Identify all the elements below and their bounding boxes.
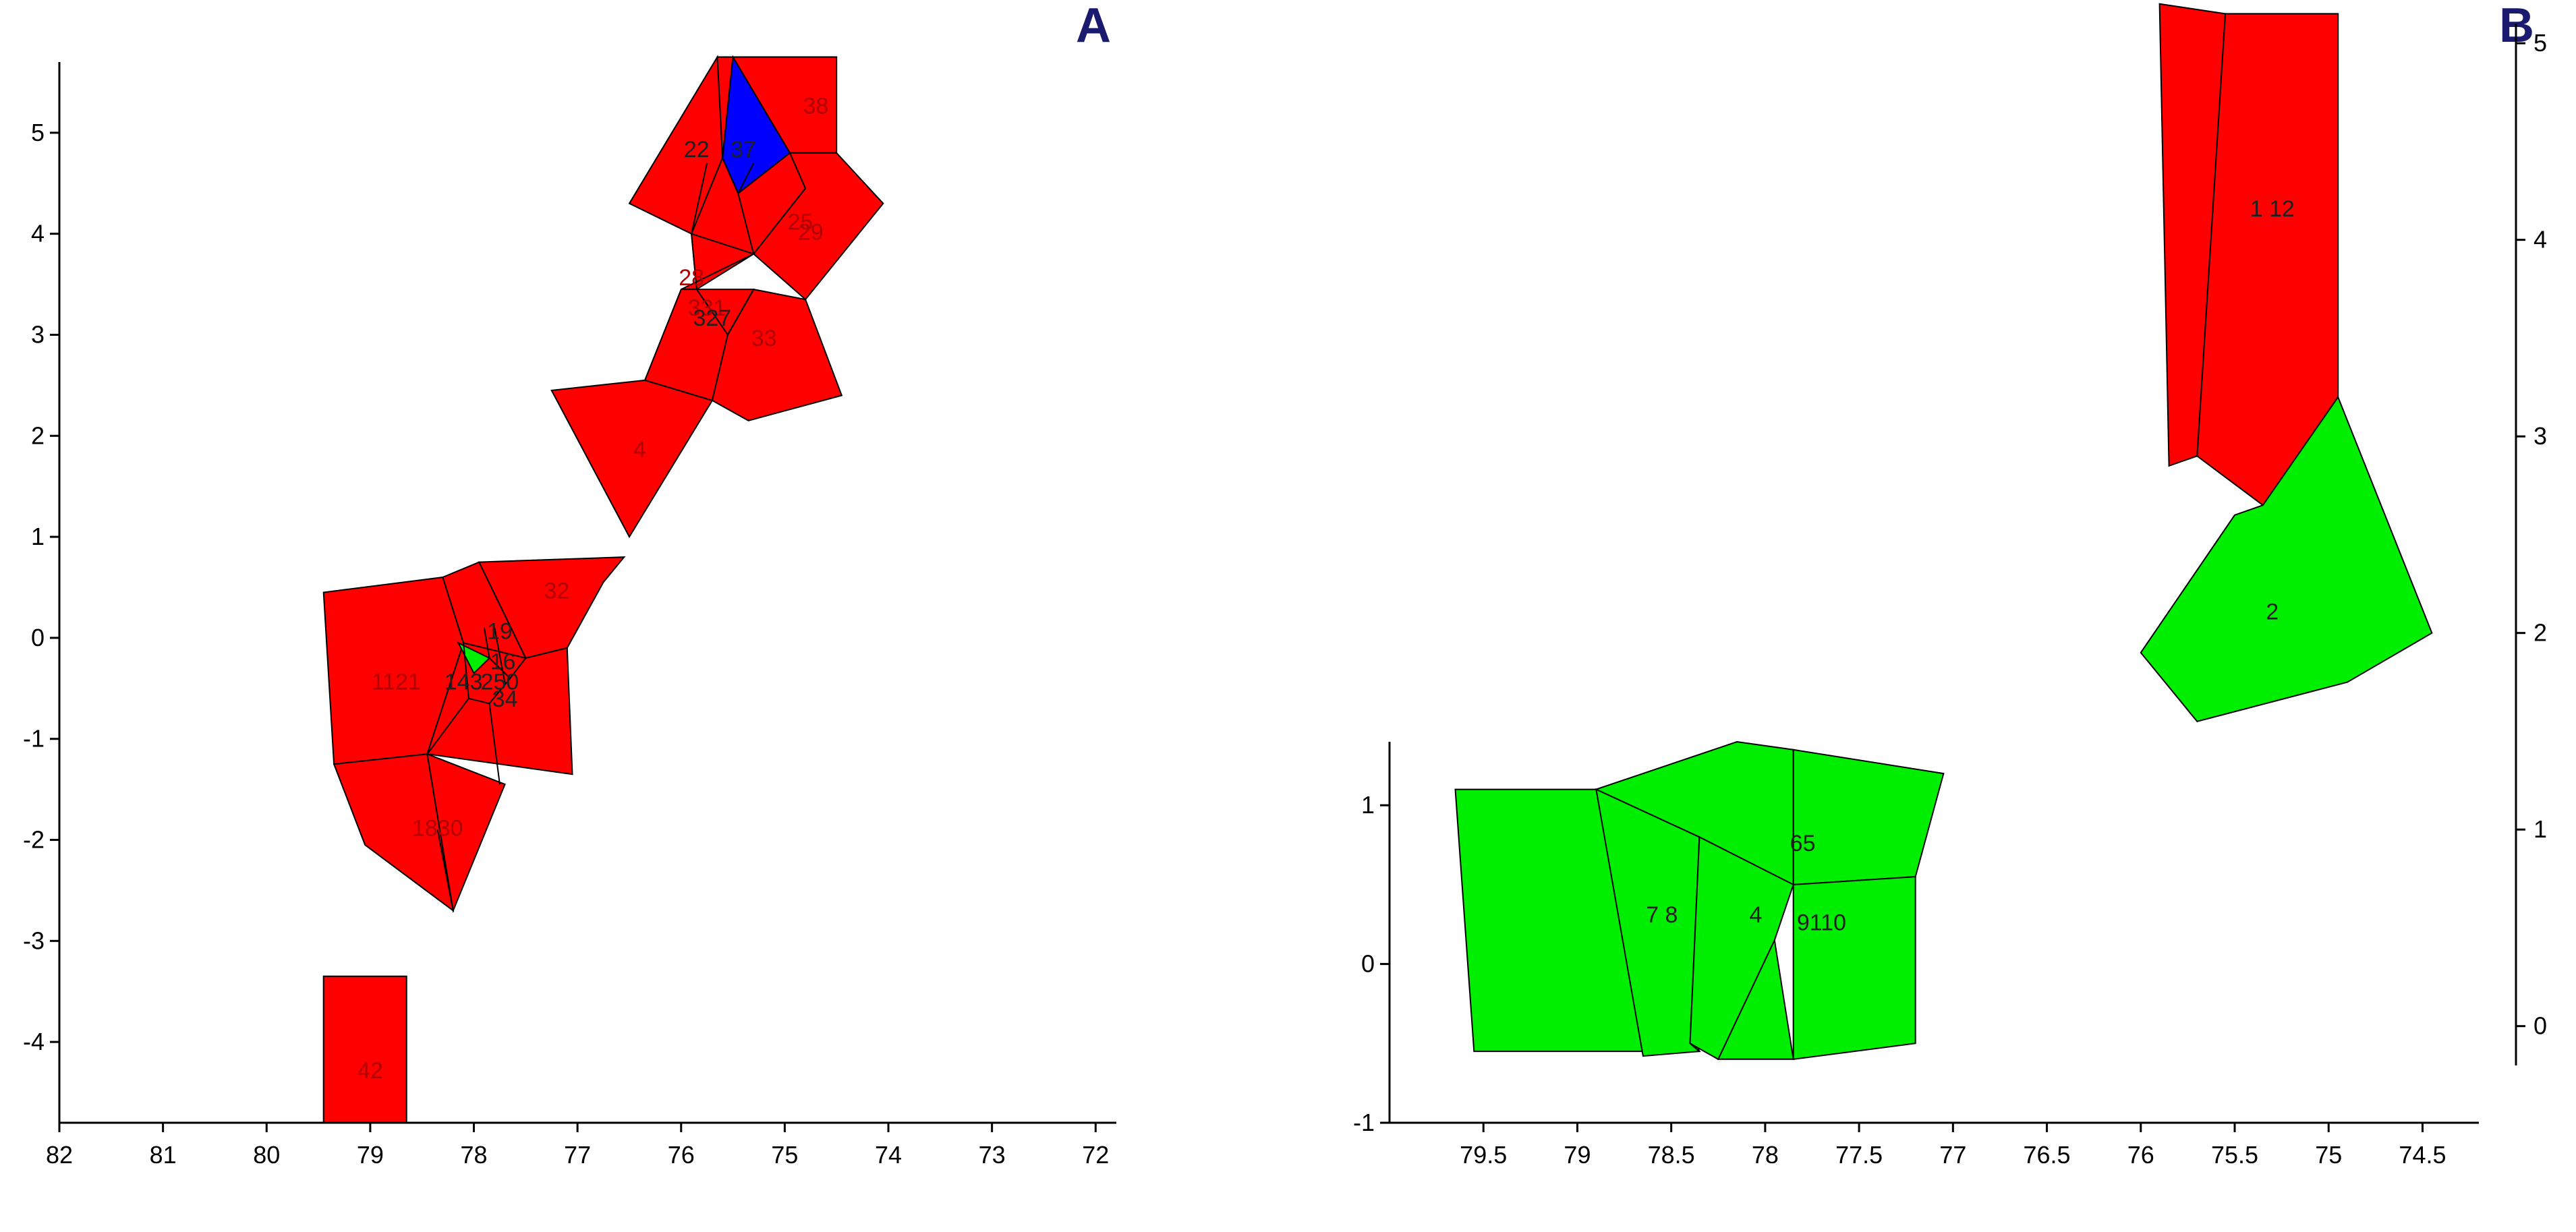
b-bottom-y-tick-label: 0 — [1361, 950, 1375, 978]
a-y-tick-label: 0 — [31, 624, 45, 651]
a-y-tick-label: 3 — [31, 320, 45, 348]
a-cell-label: 25 — [788, 210, 813, 235]
a-cell-label: 33 — [751, 326, 777, 351]
a-x-tick-label: 79 — [357, 1141, 384, 1169]
a-edge-10 — [488, 657, 511, 679]
a-cell-14 — [457, 641, 491, 674]
a-y-tick-label: 4 — [31, 220, 45, 247]
a-x-tick-label: 73 — [979, 1141, 1006, 1169]
a-x-tick-label: 74 — [875, 1141, 902, 1169]
a-edge-14 — [488, 703, 500, 785]
a-cell-label: 1121 — [372, 669, 421, 695]
a-cell-17 — [322, 975, 407, 1123]
a-edge-13 — [468, 697, 490, 705]
b-y-tick-label: 1 — [2534, 815, 2547, 843]
b-bottom-cell-label: 7 8 — [1646, 902, 1678, 928]
b-y-tick-label: 3 — [2534, 422, 2547, 450]
b-bottom-cell-label: 4 — [1750, 902, 1763, 928]
a-y-tick-label: 1 — [31, 523, 45, 550]
a-cell-label: 32 — [544, 578, 569, 604]
b-bottom-cell-7 — [1792, 876, 1916, 1060]
a-y-tick-label: -3 — [23, 927, 45, 954]
b-bottom-cell-4 — [1595, 788, 1701, 1057]
a-edge-7 — [463, 642, 526, 659]
a-edge-16 — [483, 627, 490, 659]
b-x-tick-label: 74.5 — [2399, 1141, 2446, 1169]
a-edge-11 — [509, 657, 527, 679]
a-edge-9 — [426, 698, 469, 755]
a-edge-17 — [494, 627, 506, 684]
a-cell-label: 327 — [693, 305, 731, 331]
a-cell-label: 331 — [688, 295, 726, 321]
b-x-tick-label: 76.5 — [2024, 1141, 2071, 1169]
a-cell-label: 29 — [798, 220, 824, 245]
b-x-tick-label: 77 — [1939, 1141, 1966, 1169]
a-edge-12 — [488, 678, 511, 704]
b-y-tick-label: 2 — [2534, 619, 2547, 647]
a-cell-10 — [550, 379, 714, 539]
a-x-tick-label: 75 — [771, 1141, 798, 1169]
a-x-tick-label: 77 — [564, 1141, 591, 1169]
a-edge-1 — [722, 157, 739, 194]
b-bottom-y-tick-label: -1 — [1353, 1109, 1375, 1136]
a-cell-label: 4 — [633, 437, 646, 463]
a-cell-label: 42 — [357, 1058, 383, 1084]
a-edge-8 — [463, 643, 469, 699]
b-bottom-cell-6 — [1717, 937, 1794, 1060]
b-top-cell-label: 1 12 — [2250, 196, 2295, 222]
a-cell-label: 38 — [803, 93, 829, 119]
a-x-tick-label: 81 — [150, 1141, 177, 1169]
a-cell-label: 37 — [731, 137, 756, 163]
a-y-tick-label: 5 — [31, 119, 45, 146]
a-edge-6 — [737, 163, 755, 194]
a-y-tick-label: -2 — [23, 826, 45, 854]
a-cell-label: 22 — [684, 137, 710, 163]
a-edge-4 — [727, 289, 755, 335]
b-y-tick-label: 0 — [2534, 1012, 2547, 1040]
a-cell-label: 34 — [492, 686, 518, 712]
b-x-tick-label: 76 — [2127, 1141, 2154, 1169]
b-top-cell-label: 2 — [2266, 599, 2279, 625]
b-bottom-cell-label: 65 — [1790, 831, 1816, 856]
a-edge-5 — [691, 163, 708, 234]
a-cell-16 — [426, 753, 506, 914]
a-cell-label: 16 — [490, 649, 516, 674]
a-cell-label: 1830 — [412, 816, 463, 842]
b-bottom-cell-3 — [1792, 749, 1945, 885]
a-x-tick-label: 78 — [460, 1141, 487, 1169]
a-cell-label: 28 — [679, 265, 704, 291]
b-x-tick-label: 78 — [1752, 1141, 1779, 1169]
b-y-tick-label: 4 — [2534, 226, 2547, 254]
a-y-tick-label: -1 — [23, 725, 45, 753]
a-cell-label: 250 — [481, 669, 519, 695]
b-x-tick-label: 75 — [2315, 1141, 2342, 1169]
voronoi-panel-b: 1 12 2 65 7 8 4 9110 5 4 3 2 1 0 79.5 79 78.5 78 77.5 77 7… — [1353, 3, 2547, 1169]
a-x-tick-label: 82 — [46, 1141, 73, 1169]
a-cell-label: 143 — [445, 669, 483, 695]
b-bottom-y-tick-label: 1 — [1361, 791, 1375, 819]
a-x-tick-label: 80 — [253, 1141, 280, 1169]
a-cell-label: 19 — [487, 618, 513, 644]
a-edge-3 — [695, 289, 728, 336]
b-x-tick-label: 79.5 — [1460, 1141, 1507, 1169]
panel-letter-a: A — [1076, 0, 1111, 53]
b-x-tick-label: 78.5 — [1648, 1141, 1695, 1169]
b-top-cell-3 — [2140, 395, 2433, 723]
a-edge-2 — [737, 193, 755, 254]
b-y-tick-label: 5 — [2534, 29, 2547, 57]
a-y-tick-label: -4 — [23, 1028, 45, 1055]
b-bottom-cell-label: 9110 — [1797, 910, 1846, 936]
a-x-tick-label: 72 — [1082, 1141, 1109, 1169]
a-edge-15 — [436, 829, 454, 911]
a-x-tick-label: 76 — [668, 1141, 695, 1169]
a-y-tick-label: 2 — [31, 421, 45, 449]
b-x-tick-label: 77.5 — [1835, 1141, 1883, 1169]
b-x-tick-label: 79 — [1564, 1141, 1591, 1169]
b-x-tick-label: 75.5 — [2211, 1141, 2258, 1169]
